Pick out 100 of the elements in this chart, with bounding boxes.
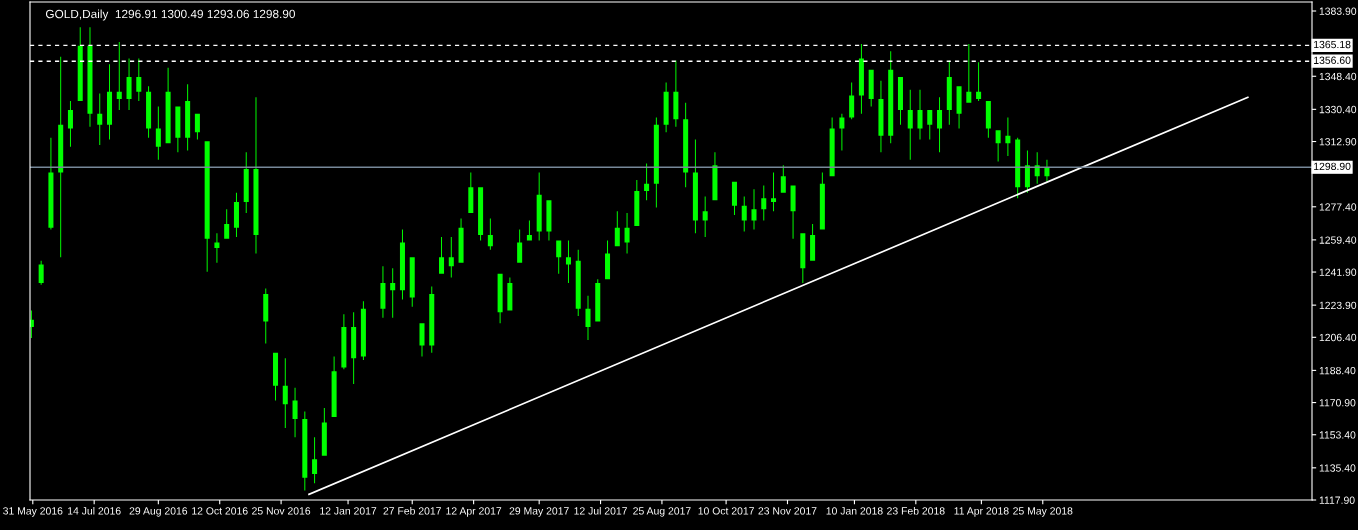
candlestick [546, 200, 552, 241]
candlestick [878, 80, 884, 153]
candlestick [507, 277, 513, 311]
candlestick [30, 310, 34, 339]
candlestick [868, 69, 874, 107]
candlestick [595, 279, 601, 322]
candlestick [429, 286, 435, 353]
y-tick-label: 1153.40 [1319, 431, 1356, 439]
candlestick [888, 51, 894, 144]
candlestick [77, 27, 83, 101]
candlestick [155, 106, 161, 160]
candlestick [136, 58, 142, 101]
candlestick [771, 172, 777, 212]
candlestick [116, 42, 122, 111]
candlestick [448, 236, 454, 278]
candlestick [67, 100, 73, 147]
candlestick [439, 236, 445, 274]
y-tick-label: 1259.40 [1319, 236, 1357, 244]
candlestick [302, 411, 308, 491]
candlestick [780, 165, 786, 193]
candlestick [927, 110, 933, 140]
candlestick [683, 102, 689, 188]
candlestick [165, 67, 171, 144]
candlestick [458, 218, 464, 263]
candlestick [663, 82, 669, 133]
candlestick [478, 187, 484, 241]
candlestick [97, 93, 103, 146]
candlestick [1044, 159, 1050, 182]
candlestick [380, 266, 386, 318]
candlestick [673, 60, 679, 127]
candlestick [556, 240, 562, 274]
candlestick [605, 240, 611, 280]
candlestick [565, 240, 571, 283]
candlestick [321, 407, 327, 456]
candlestick [614, 211, 620, 247]
candlestick [409, 257, 415, 307]
candlestick [1005, 117, 1011, 157]
y-tick-label: 1170.90 [1319, 399, 1356, 407]
candlestick [956, 86, 962, 129]
candlestick [1024, 150, 1030, 193]
y-tick-label: 1277.40 [1319, 203, 1357, 211]
candlestick [575, 249, 581, 316]
x-tick-label: 31 May 2016 [3, 507, 63, 517]
candlestick [146, 86, 152, 138]
y-tick-label: 1135.40 [1319, 464, 1356, 472]
candlestick [351, 312, 357, 384]
ref-line-label: 1356.60 [1314, 56, 1351, 64]
candlestick [107, 64, 113, 140]
candlestick [224, 209, 230, 239]
candlestick [341, 314, 347, 370]
candlestick [487, 218, 493, 250]
candlestick [1015, 137, 1021, 199]
x-tick-label: 25 May 2018 [1013, 507, 1073, 517]
ref-line-label: 1298.90 [1314, 162, 1351, 171]
candlestick [214, 233, 220, 263]
x-tick-label: 29 May 2017 [509, 507, 569, 517]
candlestick [331, 356, 337, 418]
y-tick-label: 1312.90 [1319, 138, 1357, 146]
candlestick [48, 137, 54, 230]
y-tick-label: 1383.90 [1319, 7, 1357, 15]
candlestick [263, 288, 269, 344]
y-tick-label: 1117.90 [1319, 496, 1355, 504]
x-tick-label: 23 Nov 2017 [758, 507, 817, 515]
ref-line-label: 1365.18 [1314, 40, 1351, 49]
candlestick [185, 84, 191, 151]
y-tick-label: 1330.40 [1319, 105, 1357, 114]
candlestick [243, 152, 249, 214]
candlestick [497, 273, 503, 324]
candlestick [946, 60, 952, 125]
candlestick [292, 387, 298, 438]
candlestick [712, 152, 718, 201]
candlestick [966, 43, 972, 103]
candlestick [800, 233, 806, 283]
candlestick [468, 172, 474, 214]
x-tick-label: 14 Jul 2016 [68, 506, 121, 515]
x-tick-label: 10 Jan 2018 [826, 507, 883, 515]
candlestick [790, 185, 796, 239]
candlestick [937, 97, 943, 153]
candlestick [897, 77, 903, 125]
candlestick [819, 172, 825, 230]
x-tick-label: 12 Apr 2017 [446, 507, 502, 517]
candlestick [761, 185, 767, 221]
candlestick [399, 229, 405, 300]
candlestick [653, 117, 659, 208]
candlestick [839, 113, 845, 151]
x-tick-label: 29 Aug 2016 [129, 507, 188, 517]
candlestick [644, 163, 650, 201]
candlestick [810, 224, 816, 261]
candlestick [312, 437, 318, 484]
candlestick [995, 130, 1001, 162]
candlestick [175, 106, 181, 153]
y-tick-label: 1188.40 [1319, 366, 1356, 375]
candlestick [731, 181, 737, 215]
candlestick [702, 196, 708, 237]
candlestick [360, 301, 366, 361]
x-tick-label: 12 Jul 2017 [574, 506, 627, 515]
candlestick [526, 220, 532, 241]
x-tick-label: 12 Jan 2017 [320, 507, 377, 515]
candlestick [204, 141, 210, 272]
candlestick [194, 113, 200, 140]
